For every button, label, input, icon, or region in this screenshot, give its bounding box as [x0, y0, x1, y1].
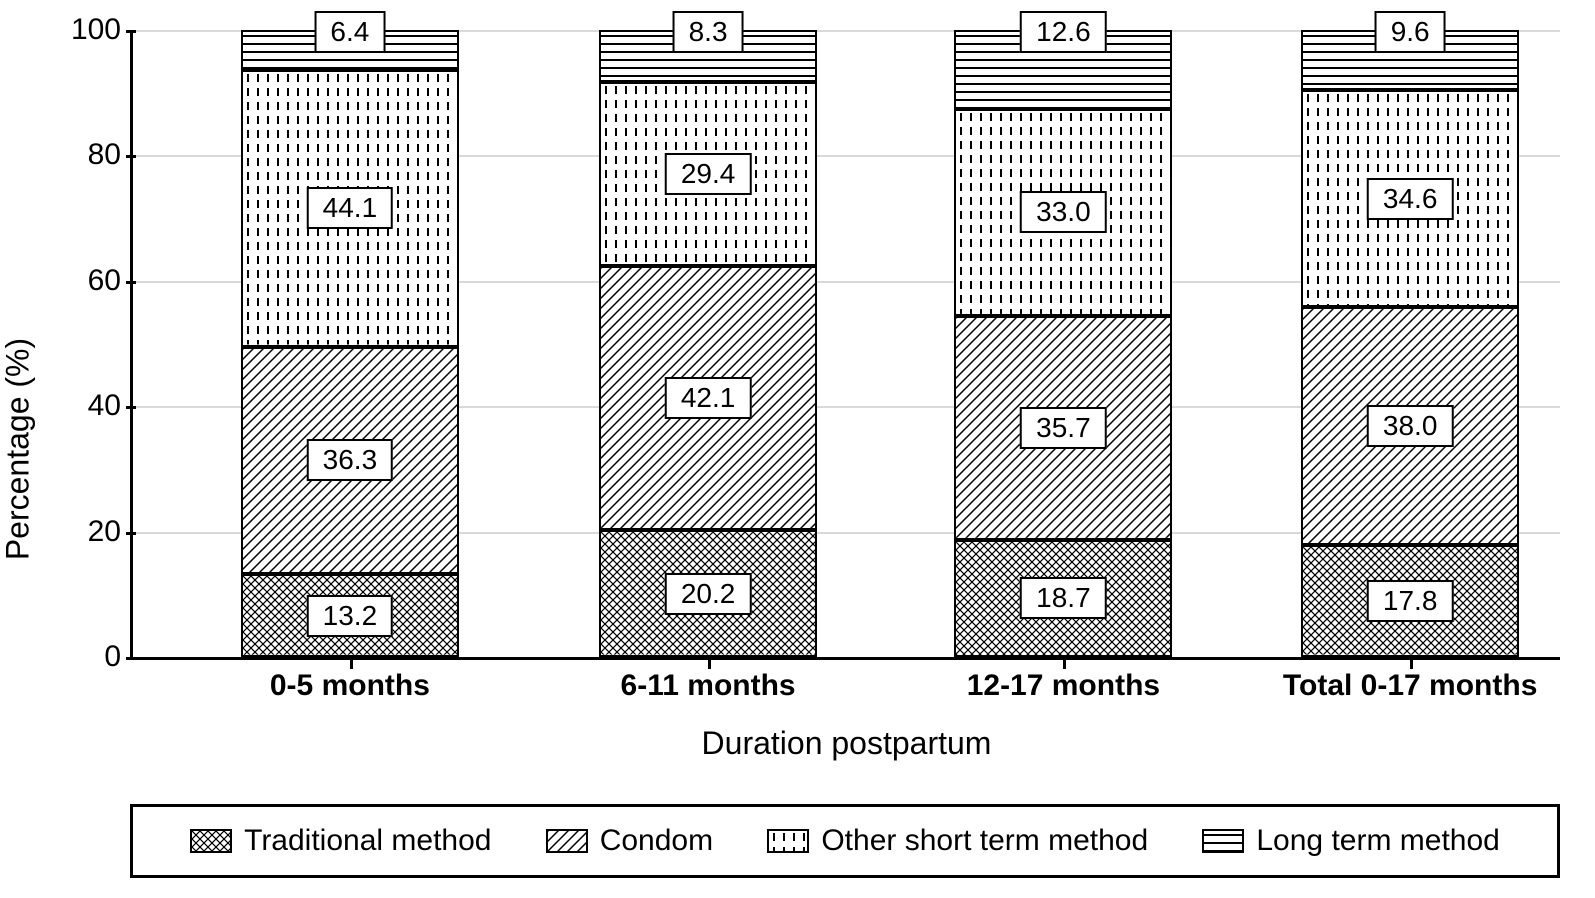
bar-segment-condom: 42.1: [599, 266, 817, 530]
legend: Traditional method Condom Other short term…: [130, 804, 1560, 878]
x-tick-label: 6-11 months: [621, 657, 796, 703]
legend-swatch-icon: [190, 829, 232, 853]
value-box: 18.7: [1020, 577, 1107, 619]
legend-label: Long term method: [1256, 824, 1499, 858]
value-box: 38.0: [1367, 405, 1454, 447]
bar-segment-long_term: 6.4: [241, 30, 459, 70]
value-box: 13.2: [307, 595, 394, 637]
y-tick-label: 80: [88, 138, 133, 172]
legend-label: Condom: [600, 824, 713, 858]
bar-segment-short_term: 34.6: [1301, 90, 1519, 307]
bar-segment-traditional: 13.2: [241, 574, 459, 657]
bar-segment-short_term: 33.0: [954, 109, 1172, 316]
bar-segment-long_term: 12.6: [954, 30, 1172, 109]
value-box: 8.3: [673, 11, 744, 53]
bar-segment-traditional: 18.7: [954, 540, 1172, 657]
legend-item-long_term: Long term method: [1202, 824, 1499, 858]
plot-area: Duration postpartum 02040608010013.236.3…: [130, 30, 1560, 660]
value-box: 36.3: [307, 439, 394, 481]
legend-item-short_term: Other short term method: [767, 824, 1148, 858]
legend-label: Other short term method: [821, 824, 1148, 858]
value-box: 6.4: [314, 11, 385, 53]
bar-column: 17.8 38.0 34.6 9.6: [1301, 30, 1519, 657]
bar-column: 18.7 35.7 33.0 12.6: [954, 30, 1172, 657]
value-box: 42.1: [665, 377, 752, 419]
bar-segment-traditional: 17.8: [1301, 545, 1519, 657]
value-box: 12.6: [1020, 11, 1107, 53]
y-tick-label: 20: [88, 515, 133, 549]
bar-segment-condom: 38.0: [1301, 307, 1519, 545]
value-box: 34.6: [1367, 178, 1454, 220]
bar-segment-condom: 35.7: [954, 316, 1172, 540]
bar-segment-short_term: 44.1: [241, 70, 459, 347]
x-tick-label: Total 0-17 months: [1283, 657, 1537, 703]
value-box: 44.1: [307, 187, 394, 229]
x-tick-label: 12-17 months: [967, 657, 1160, 703]
y-tick-label: 0: [104, 640, 133, 674]
value-box: 35.7: [1020, 407, 1107, 449]
value-box: 20.2: [665, 573, 752, 615]
value-box: 33.0: [1020, 191, 1107, 233]
legend-swatch-icon: [546, 829, 588, 853]
bar-segment-long_term: 9.6: [1301, 30, 1519, 90]
value-box: 17.8: [1367, 580, 1454, 622]
legend-label: Traditional method: [244, 824, 491, 858]
legend-item-condom: Condom: [546, 824, 713, 858]
bar-segment-traditional: 20.2: [599, 530, 817, 657]
x-tick-label: 0-5 months: [270, 657, 430, 703]
bar-segment-condom: 36.3: [241, 347, 459, 575]
legend-swatch-icon: [1202, 829, 1244, 853]
legend-swatch-icon: [767, 829, 809, 853]
bar-segment-long_term: 8.3: [599, 30, 817, 82]
y-tick-label: 60: [88, 264, 133, 298]
value-box: 9.6: [1375, 11, 1446, 53]
chart-container: Percentage (%) Duration postpartum 0 20 40…: [0, 0, 1595, 898]
y-tick-label: 100: [71, 13, 133, 47]
value-box: 29.4: [665, 153, 752, 195]
y-tick-label: 40: [88, 389, 133, 423]
y-axis-title: Percentage (%): [0, 338, 37, 560]
bar-column: 20.2 42.1 29.4 8.3: [599, 30, 817, 657]
legend-item-traditional: Traditional method: [190, 824, 491, 858]
bar-segment-short_term: 29.4: [599, 82, 817, 266]
bar-column: 13.2 36.3 44.1 6.4: [241, 30, 459, 657]
x-axis-title: Duration postpartum: [702, 725, 992, 762]
